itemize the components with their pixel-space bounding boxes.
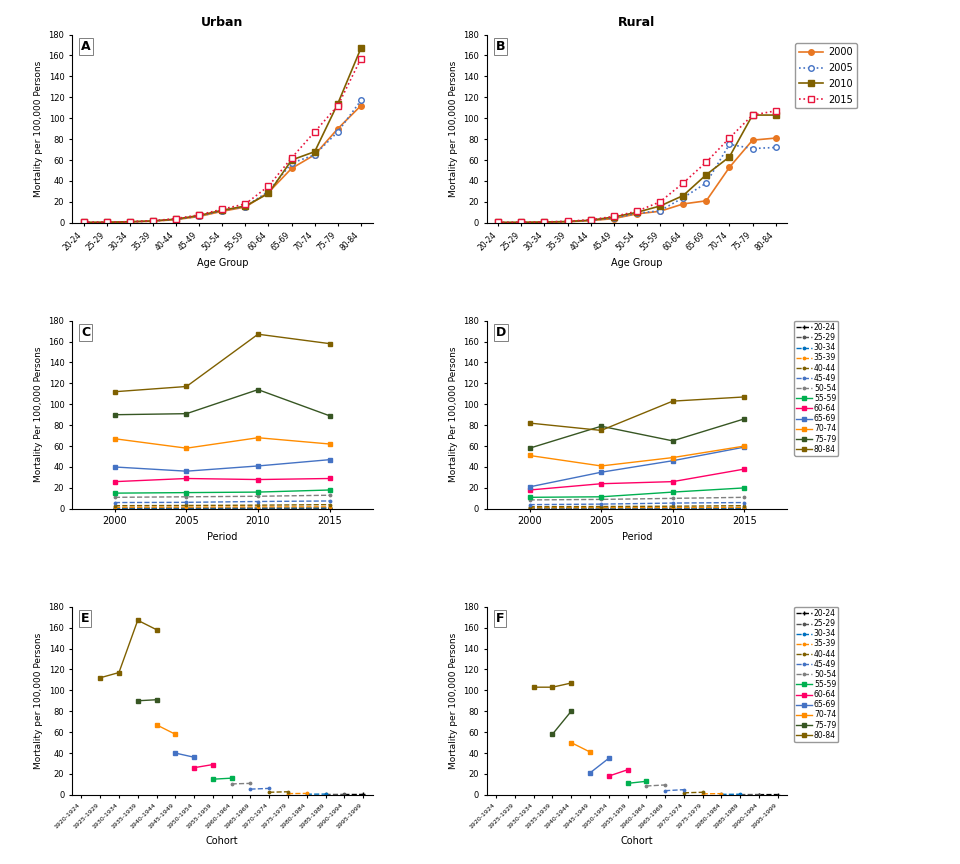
Y-axis label: Mortality per 100,000 Persons: Mortality per 100,000 Persons: [448, 60, 458, 197]
X-axis label: Period: Period: [622, 532, 652, 542]
Text: C: C: [81, 327, 90, 340]
X-axis label: Cohort: Cohort: [206, 835, 239, 846]
Y-axis label: Mortality Per 100,000 Persons: Mortality Per 100,000 Persons: [34, 347, 43, 482]
Title: Rural: Rural: [618, 16, 656, 29]
Text: F: F: [495, 613, 504, 626]
Text: A: A: [81, 41, 90, 54]
Legend: 2000, 2005, 2010, 2015: 2000, 2005, 2010, 2015: [795, 43, 856, 109]
X-axis label: Age Group: Age Group: [612, 258, 662, 268]
Y-axis label: Mortality Per 100,000 Persons: Mortality Per 100,000 Persons: [448, 347, 458, 482]
Y-axis label: Mortality per 100,000 Persons: Mortality per 100,000 Persons: [34, 60, 43, 197]
Legend: 20-24, 25-29, 30-34, 35-39, 40-44, 45-49, 50-54, 55-59, 60-64, 65-69, 70-74, 75-: 20-24, 25-29, 30-34, 35-39, 40-44, 45-49…: [794, 607, 838, 742]
Title: Urban: Urban: [201, 16, 244, 29]
Y-axis label: Mortality per 100,000 Persons: Mortality per 100,000 Persons: [448, 632, 458, 769]
X-axis label: Cohort: Cohort: [620, 835, 653, 846]
Legend: 20-24, 25-29, 30-34, 35-39, 40-44, 45-49, 50-54, 55-59, 60-64, 65-69, 70-74, 75-: 20-24, 25-29, 30-34, 35-39, 40-44, 45-49…: [794, 321, 838, 456]
X-axis label: Age Group: Age Group: [197, 258, 248, 268]
Y-axis label: Mortality per 100,000 Persons: Mortality per 100,000 Persons: [34, 632, 43, 769]
Text: E: E: [81, 613, 89, 626]
Text: D: D: [495, 327, 506, 340]
X-axis label: Period: Period: [207, 532, 237, 542]
Text: B: B: [495, 41, 505, 54]
